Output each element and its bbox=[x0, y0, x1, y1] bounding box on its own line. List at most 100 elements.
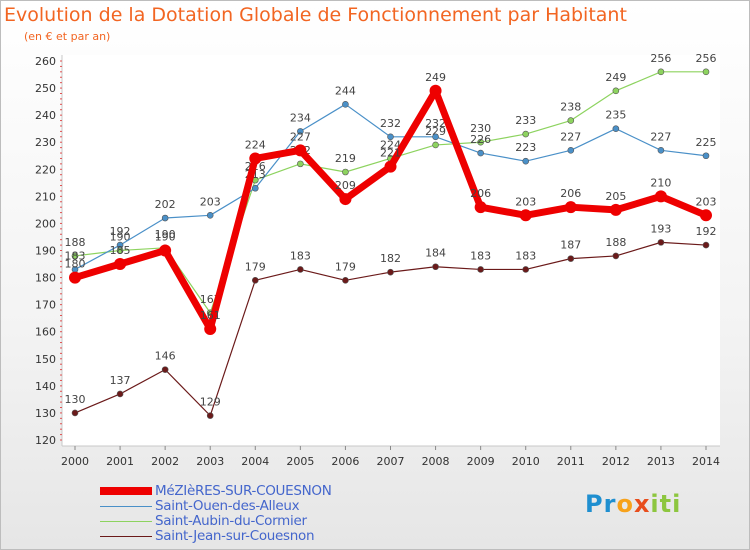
data-point-m-zi-res-sur-couesnon bbox=[609, 203, 622, 216]
x-tick-label: 2004 bbox=[241, 455, 269, 468]
data-label-saint-aubin-du-cormier: 219 bbox=[335, 152, 356, 165]
data-label-saint-ouen-des-alleux: 235 bbox=[605, 109, 626, 122]
data-label-m-zi-res-sur-couesnon: 203 bbox=[696, 195, 717, 208]
y-tick-label: 210 bbox=[35, 190, 56, 203]
data-label-m-zi-res-sur-couesnon: 161 bbox=[200, 309, 221, 322]
data-label-saint-jean-sur-couesnon: 188 bbox=[605, 236, 626, 249]
data-label-m-zi-res-sur-couesnon: 190 bbox=[155, 231, 176, 244]
data-label-saint-jean-sur-couesnon: 129 bbox=[200, 396, 221, 409]
data-label-saint-aubin-du-cormier: 188 bbox=[65, 236, 86, 249]
data-label-saint-ouen-des-alleux: 244 bbox=[335, 84, 356, 97]
data-point-m-zi-res-sur-couesnon bbox=[69, 271, 81, 284]
data-label-saint-ouen-des-alleux: 232 bbox=[380, 117, 401, 130]
legend-swatch-saint-jean bbox=[100, 536, 152, 537]
data-point-saint-jean-sur-couesnon bbox=[657, 239, 665, 246]
data-point-m-zi-res-sur-couesnon bbox=[474, 201, 487, 214]
y-tick-label: 190 bbox=[35, 245, 56, 258]
x-tick-label: 2009 bbox=[467, 455, 495, 468]
data-point-saint-ouen-des-alleux bbox=[116, 241, 124, 249]
data-label-saint-aubin-du-cormier: 229 bbox=[425, 125, 446, 138]
legend-swatch-saint-aubin bbox=[100, 521, 152, 522]
x-tick-label: 2014 bbox=[692, 455, 720, 468]
data-label-m-zi-res-sur-couesnon: 206 bbox=[560, 187, 581, 200]
x-tick-label: 2003 bbox=[196, 455, 224, 468]
data-point-m-zi-res-sur-couesnon bbox=[519, 209, 532, 222]
data-point-saint-ouen-des-alleux bbox=[342, 101, 349, 108]
x-tick-label: 2012 bbox=[602, 455, 630, 468]
data-label-saint-aubin-du-cormier: 233 bbox=[515, 114, 536, 127]
data-label-m-zi-res-sur-couesnon: 224 bbox=[245, 138, 266, 151]
legend-swatch-saint-ouen bbox=[100, 506, 152, 507]
data-label-saint-jean-sur-couesnon: 179 bbox=[245, 260, 266, 273]
data-point-saint-jean-sur-couesnon bbox=[251, 276, 259, 284]
data-label-saint-ouen-des-alleux: 234 bbox=[290, 111, 311, 124]
data-point-saint-jean-sur-couesnon bbox=[612, 252, 620, 260]
data-label-saint-jean-sur-couesnon: 183 bbox=[290, 249, 311, 262]
data-point-saint-jean-sur-couesnon bbox=[522, 266, 530, 273]
data-point-saint-jean-sur-couesnon bbox=[567, 255, 575, 262]
data-point-saint-ouen-des-alleux bbox=[612, 125, 620, 132]
data-label-saint-ouen-des-alleux: 183 bbox=[65, 249, 86, 262]
data-point-m-zi-res-sur-couesnon bbox=[159, 244, 172, 257]
data-point-m-zi-res-sur-couesnon bbox=[249, 152, 262, 165]
y-tick-label: 220 bbox=[35, 163, 56, 176]
data-point-saint-jean-sur-couesnon bbox=[342, 276, 349, 284]
data-point-m-zi-res-sur-couesnon bbox=[384, 160, 397, 173]
data-label-saint-jean-sur-couesnon: 183 bbox=[470, 249, 491, 262]
proxiti-logo: Proxiti bbox=[585, 490, 682, 518]
data-label-saint-jean-sur-couesnon: 182 bbox=[380, 252, 401, 265]
data-point-m-zi-res-sur-couesnon bbox=[294, 144, 307, 157]
data-label-saint-jean-sur-couesnon: 184 bbox=[425, 247, 446, 260]
data-point-saint-ouen-des-alleux bbox=[251, 184, 259, 192]
legend-swatch-mezieres bbox=[100, 487, 152, 495]
x-tick-label: 2002 bbox=[151, 455, 179, 468]
data-label-m-zi-res-sur-couesnon: 221 bbox=[380, 147, 401, 160]
data-point-saint-ouen-des-alleux bbox=[297, 128, 304, 135]
chart-title: Evolution de la Dotation Globale de Fonc… bbox=[4, 4, 627, 26]
y-tick-label: 260 bbox=[35, 55, 56, 68]
data-point-saint-ouen-des-alleux bbox=[702, 152, 710, 160]
data-point-saint-ouen-des-alleux bbox=[161, 214, 169, 222]
data-point-saint-ouen-des-alleux bbox=[657, 147, 665, 154]
data-label-saint-aubin-du-cormier: 230 bbox=[470, 122, 491, 135]
data-label-saint-jean-sur-couesnon: 187 bbox=[560, 239, 581, 252]
data-label-saint-aubin-du-cormier: 256 bbox=[696, 52, 717, 65]
data-point-saint-ouen-des-alleux bbox=[567, 147, 575, 154]
data-label-saint-aubin-du-cormier: 238 bbox=[560, 101, 581, 114]
data-point-saint-aubin-du-cormier bbox=[612, 87, 620, 95]
data-label-saint-ouen-des-alleux: 227 bbox=[560, 130, 581, 143]
x-tick-label: 2008 bbox=[422, 455, 450, 468]
data-point-saint-aubin-du-cormier bbox=[342, 168, 349, 176]
y-tick-label: 240 bbox=[35, 109, 56, 122]
data-label-saint-ouen-des-alleux: 203 bbox=[200, 195, 221, 208]
y-tick-label: 120 bbox=[35, 434, 56, 447]
data-point-saint-aubin-du-cormier bbox=[522, 130, 530, 138]
data-point-saint-jean-sur-couesnon bbox=[702, 241, 710, 249]
data-label-saint-aubin-du-cormier: 256 bbox=[650, 52, 671, 65]
data-label-saint-aubin-du-cormier: 190 bbox=[110, 231, 131, 244]
data-point-saint-jean-sur-couesnon bbox=[432, 263, 439, 271]
legend-label-saint-jean: Saint-Jean-sur-Couesnon bbox=[155, 528, 315, 544]
legend-label-mezieres: MéZIèRES-SUR-COUESNON bbox=[155, 483, 332, 499]
data-label-saint-ouen-des-alleux: 202 bbox=[155, 198, 176, 211]
data-point-saint-ouen-des-alleux bbox=[522, 157, 530, 165]
x-tick-label: 2001 bbox=[106, 455, 134, 468]
data-point-m-zi-res-sur-couesnon bbox=[204, 323, 217, 336]
data-point-saint-jean-sur-couesnon bbox=[297, 266, 304, 273]
data-label-saint-aubin-du-cormier: 224 bbox=[380, 138, 401, 151]
data-point-saint-jean-sur-couesnon bbox=[71, 409, 79, 417]
legend-label-saint-aubin: Saint-Aubin-du-Cormier bbox=[155, 513, 307, 529]
y-tick-label: 150 bbox=[35, 353, 56, 366]
data-point-saint-aubin-du-cormier bbox=[432, 141, 439, 149]
y-tick-label: 170 bbox=[35, 299, 56, 312]
data-label-saint-ouen-des-alleux: 225 bbox=[696, 136, 717, 149]
data-label-saint-jean-sur-couesnon: 193 bbox=[650, 222, 671, 235]
data-label-saint-ouen-des-alleux: 232 bbox=[425, 117, 446, 130]
y-tick-label: 200 bbox=[35, 217, 56, 230]
data-point-saint-ouen-des-alleux bbox=[387, 133, 394, 141]
data-point-m-zi-res-sur-couesnon bbox=[564, 201, 577, 214]
data-label-saint-jean-sur-couesnon: 179 bbox=[335, 260, 356, 273]
x-tick-label: 2013 bbox=[647, 455, 675, 468]
data-point-saint-aubin-du-cormier bbox=[702, 68, 710, 76]
